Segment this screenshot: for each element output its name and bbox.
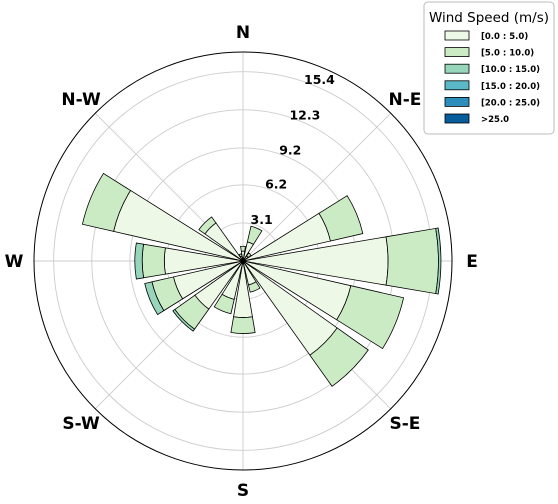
bar-sector-11-bin-2 [144,281,165,316]
bar-sector-15-bin-1 [238,253,243,258]
legend-swatch-5 [444,113,470,124]
direction-label-n: N [236,23,250,43]
bar-sector-5-bin-1 [336,285,405,350]
bar-sector-13-bin-1 [81,172,132,232]
direction-label-sw: S-W [62,414,100,434]
radial-tick-labels: 3.1 6.2 9.2 12.3 15.4 [251,72,336,227]
bar-sector-3-bin-1 [318,195,364,242]
radial-tick-label-3: 9.2 [279,143,301,158]
bar-sector-4-bin-1 [385,227,439,295]
legend-swatch-4 [444,97,470,107]
legend-label-2: [10.0 : 15.0) [481,65,540,75]
wind-rose-bars [81,172,442,387]
legend-swatch-3 [444,80,470,91]
legend: Wind Speed (m/s) [0.0 : 5.0) [5.0 : 10.0)… [423,1,555,135]
radial-tick-label-5: 15.4 [304,72,335,87]
bar-sector-4-bin-2 [435,227,442,295]
legend-label-4: [20.0 : 25.0) [481,98,540,108]
radial-tick-label-4: 12.3 [289,107,320,122]
bar-sector-12-bin-2 [134,242,145,280]
legend-swatch-2 [444,63,470,74]
polar-outline [33,51,453,471]
bar-sector-14-bin-1 [198,216,217,235]
legend-swatch-0 [444,30,470,41]
bar-sector-0-bin-1 [240,245,246,252]
bar-sector-6-bin-1 [309,327,369,387]
legend-label-0: [0.0 : 5.0) [481,32,528,42]
bar-sector-8-bin-1 [230,316,256,334]
direction-label-w: W [5,252,24,272]
bar-sector-9-bin-1 [213,293,235,315]
legend-swatch-1 [444,47,470,57]
direction-label-nw: N-W [61,90,101,110]
legend-title: Wind Speed (m/s) [429,10,549,26]
direction-label-s: S [237,481,249,501]
bar-sector-12-bin-1 [141,243,166,279]
bar-sector-10-bin-2 [172,308,196,332]
bar-sector-7-bin-1 [248,281,261,293]
polar-frame [33,51,453,471]
direction-labels: N N-E E S-E S S-W W N-W [5,23,478,501]
bar-sector-2-bin-1 [246,252,252,258]
legend-label-1: [5.0 : 10.0) [481,49,534,59]
legend-items: [0.0 : 5.0) [5.0 : 10.0) [10.0 : 15.0) [15.… [444,30,540,125]
direction-label-se: S-E [389,414,420,434]
direction-label-ne: N-E [388,90,421,110]
direction-label-e: E [466,252,478,272]
bar-sector-1-bin-1 [246,225,263,245]
angular-gridline-ne [242,112,392,262]
radial-tick-label-2: 6.2 [265,177,287,192]
radial-tick-label-1: 3.1 [251,212,273,227]
legend-label-5: >25.0 [481,115,509,125]
legend-label-3: [15.0 : 20.0) [481,82,540,92]
